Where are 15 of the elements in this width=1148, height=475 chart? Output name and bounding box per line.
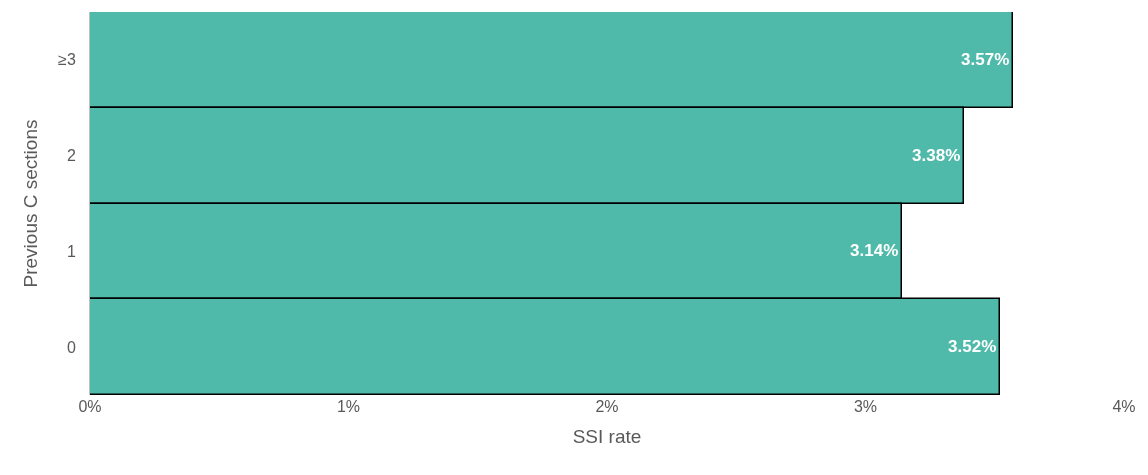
data-label: 3.52% (948, 336, 997, 356)
y-tick-label: 1 (66, 242, 76, 260)
data-label: 3.38% (912, 145, 961, 165)
data-label: 3.14% (850, 241, 899, 261)
x-tick-label: 2% (595, 398, 619, 415)
x-tick-label: 3% (853, 398, 878, 415)
data-label: 3.57% (961, 49, 1010, 69)
x-axis-title: SSI rate (572, 425, 642, 447)
y-axis-title: Previous C sections (19, 119, 41, 288)
y-tick-label: ≥3 (58, 51, 76, 69)
x-tick-label: 4% (1112, 398, 1136, 415)
y-tick-label: 2 (66, 147, 76, 165)
x-tick-label: 0% (78, 398, 102, 415)
y-tick-label: 0 (66, 338, 76, 356)
x-tick-label: 1% (336, 398, 361, 415)
